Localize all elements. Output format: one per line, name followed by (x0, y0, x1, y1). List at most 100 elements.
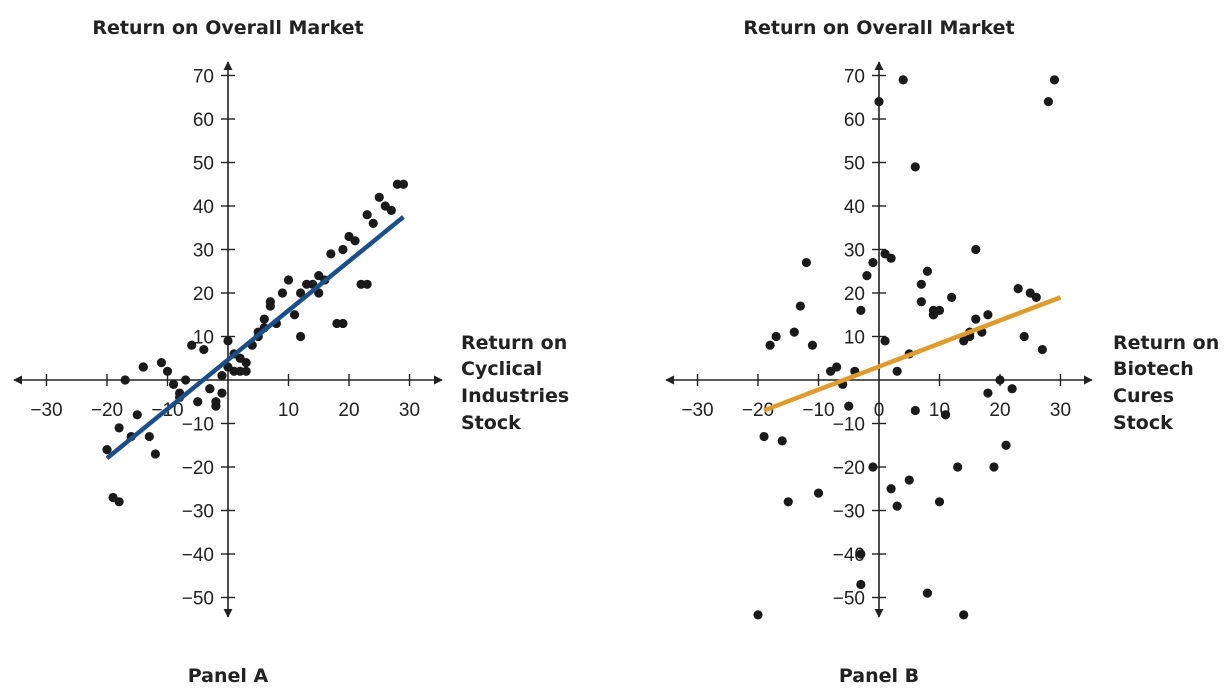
panel-a-fit-line (105, 215, 405, 461)
panel-b-data-point (971, 244, 981, 255)
panel-b-y-tick-label: 10 (844, 328, 865, 349)
panel-b-data-point (807, 340, 818, 350)
panel-b-x-axis-title: Return on Biotech Cures Stock (1113, 332, 1219, 434)
panel-a-y-tick-label: −40 (182, 545, 214, 566)
panel-a-label: Panel A (188, 665, 269, 687)
panel-b-data-point (832, 362, 842, 372)
panel-a-x-tick-label: 30 (399, 400, 420, 421)
panel-b-data-point (886, 484, 896, 494)
panel-b-data-point (959, 610, 969, 620)
panel-a-x-tick-label: 10 (278, 400, 299, 421)
panel-b-data-point (868, 257, 878, 268)
panel-b-data-point (1031, 292, 1041, 302)
panel-b-x-axis-title-line-4: Stock (1113, 412, 1173, 434)
panel-b-data-point (983, 388, 993, 398)
panel-a-data-point (132, 410, 142, 420)
panel-b-data-point (844, 401, 854, 411)
panel-b-data-point (862, 271, 872, 281)
panel-b-x-axis-title-line-3: Cures (1113, 385, 1174, 407)
panel-a-data-point (277, 288, 288, 298)
panel-a-data-point (362, 279, 372, 289)
panel-a-data-point (168, 379, 179, 389)
panel-b-data-point (910, 405, 920, 416)
panel-a-data-point (223, 336, 233, 346)
panel-b-data-point (801, 257, 812, 268)
panel-a-data-point (162, 366, 173, 376)
panel-a-y-tick-label: 10 (193, 328, 214, 349)
panel-b-data-point (880, 336, 890, 346)
panel-b-x-tick-label: −20 (742, 400, 774, 421)
panel-b-x-tick-label: 20 (989, 400, 1010, 421)
panel-b-data-point (922, 588, 933, 598)
panel-a-y-tick-label: −30 (182, 502, 214, 523)
panel-b-title: Return on Overall Market (743, 17, 1014, 39)
panel-b-data-point (856, 305, 866, 315)
panel-a-data-point (265, 301, 275, 311)
panel-a-x-axis-title-line-3: Industries (461, 385, 569, 407)
panel-b-data-point (777, 436, 787, 446)
panel-b-x-tick-label: −30 (681, 400, 713, 421)
panel-a-data-point (120, 375, 130, 385)
panel-a-data-point (187, 340, 197, 350)
panel-b-y-tick-label: 20 (844, 284, 865, 305)
panel-b-y-tick-label: −50 (833, 589, 865, 610)
panel-a-data-point (241, 358, 251, 368)
panel-b-data-point (898, 75, 908, 85)
panel-b-y-tick-label: −40 (833, 545, 865, 566)
panel-b-data-point (922, 266, 933, 276)
panel-a-y-tick-label: 70 (193, 67, 214, 88)
panel-b-data-point (771, 331, 781, 342)
panel-a-x-tick-label: −20 (91, 400, 123, 421)
panel-a-x-axis-title-line-2: Cyclical (461, 358, 542, 380)
panel-a-data-point (296, 331, 306, 342)
panel-a-data-point (114, 497, 124, 507)
panel-b-data-point (813, 488, 824, 498)
panel-b-y-tick-label: −20 (833, 458, 865, 479)
panel-b-y-tick-label: 50 (844, 154, 865, 175)
panel-b-x-tick-label: 30 (1050, 400, 1071, 421)
panel-b-x-tick-label: −10 (802, 400, 834, 421)
panel-b-data-point (953, 462, 963, 472)
panel-b-data-point (765, 340, 775, 350)
panel-a-data-point (102, 445, 112, 455)
panel-b-label: Panel B (839, 665, 919, 687)
panel-a-y-tick-label: −20 (182, 458, 214, 479)
panel-a-data-point (338, 244, 348, 255)
panel-a-y-tick-label: 30 (193, 241, 214, 262)
panel-b-data-point (1007, 384, 1017, 394)
panel-b-y-tick-label: 40 (844, 197, 865, 218)
panel-a-data-point (181, 375, 191, 385)
panel-a-y-tick-label: 20 (193, 284, 214, 305)
panel-b-data-point (983, 310, 993, 320)
panel-b-data-point (856, 579, 866, 590)
panel-b-data-point (868, 462, 878, 472)
panel-b-y-tick-label: 70 (844, 67, 865, 88)
panel-a-y-tick-label: 60 (193, 110, 214, 131)
panel-b-data-point (989, 462, 999, 472)
panel-a-data-point (362, 210, 372, 220)
panel-a-data-point (150, 449, 160, 459)
panel-a-data-point (114, 423, 124, 433)
panel-b-data-point (910, 162, 920, 172)
panel-a-y-tick-label: 50 (193, 154, 214, 175)
panel-b-data-point (934, 305, 945, 315)
panel-b-data-point (1049, 75, 1060, 85)
panel-b-y-tick-label: −10 (833, 415, 865, 436)
panel-a-data-point (338, 318, 348, 329)
panel-a-data-point (314, 288, 324, 298)
panel-a-data-point (386, 205, 396, 215)
panel-a-title: Return on Overall Market (92, 17, 363, 39)
panel-b-data-point (971, 314, 981, 324)
panel-b-data-point (904, 475, 914, 485)
panel-a-data-point (289, 310, 300, 320)
panel-a-data-point (211, 401, 221, 411)
panel-a-data-point (296, 288, 306, 298)
panel-b-x-axis-title-line-1: Return on (1113, 332, 1219, 354)
panel-a-data-point (368, 218, 378, 228)
panel-b-data-point (856, 549, 866, 559)
panel-b-data-point (959, 336, 969, 346)
panel-a-y-tick-label: −10 (182, 415, 214, 436)
panel-b-data-point (916, 297, 926, 307)
panel-b-data-point (892, 501, 902, 511)
panel-a-data-point (283, 275, 294, 285)
